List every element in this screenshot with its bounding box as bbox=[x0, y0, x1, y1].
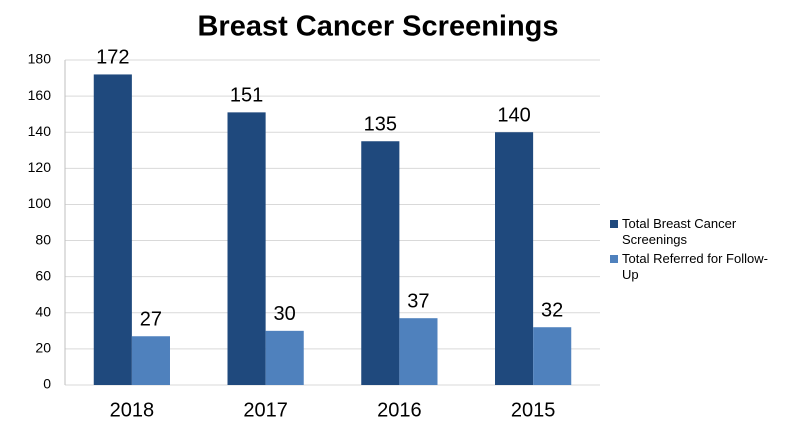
data-label: 32 bbox=[541, 300, 563, 322]
bar bbox=[495, 132, 534, 385]
x-tick-label: 2017 bbox=[243, 399, 288, 421]
bar bbox=[533, 327, 572, 385]
bar bbox=[361, 141, 400, 385]
bar bbox=[131, 336, 170, 385]
chart-title: Breast Cancer Screenings bbox=[197, 11, 558, 43]
legend-swatch bbox=[610, 255, 618, 263]
legend-swatch bbox=[610, 220, 618, 228]
y-tick-label: 140 bbox=[28, 123, 52, 139]
y-tick-label: 40 bbox=[35, 303, 51, 319]
data-label: 30 bbox=[274, 303, 296, 325]
y-tick-label: 80 bbox=[35, 231, 51, 247]
data-label: 140 bbox=[497, 105, 530, 127]
y-tick-label: 180 bbox=[28, 51, 52, 67]
data-label: 37 bbox=[407, 290, 429, 312]
data-label: 135 bbox=[364, 114, 397, 136]
x-tick-label: 2018 bbox=[110, 399, 155, 421]
data-label: 151 bbox=[230, 85, 263, 107]
x-tick-label: 2015 bbox=[511, 399, 556, 421]
data-label: 172 bbox=[96, 47, 129, 69]
y-tick-label: 20 bbox=[35, 340, 51, 356]
y-tick-label: 120 bbox=[28, 159, 52, 175]
bar bbox=[93, 74, 132, 385]
y-tick-label: 0 bbox=[43, 376, 51, 392]
legend: Total Breast Cancer Screenings Total Refe… bbox=[610, 216, 790, 286]
y-tick-label: 100 bbox=[28, 195, 52, 211]
y-tick-label: 60 bbox=[35, 267, 51, 283]
legend-item: Total Breast Cancer Screenings bbox=[610, 216, 790, 248]
data-label: 27 bbox=[140, 309, 162, 331]
bar bbox=[399, 318, 438, 385]
legend-label: Total Breast Cancer Screenings bbox=[622, 216, 737, 247]
bar bbox=[265, 330, 304, 385]
bar bbox=[227, 112, 266, 385]
legend-label: Total Referred for Follow-Up bbox=[622, 251, 768, 282]
y-tick-label: 160 bbox=[28, 87, 52, 103]
legend-item: Total Referred for Follow-Up bbox=[610, 251, 790, 283]
x-tick-label: 2016 bbox=[377, 399, 422, 421]
